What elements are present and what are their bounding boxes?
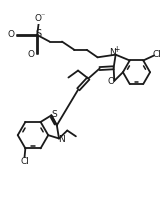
Text: O: O [107, 77, 114, 86]
Text: S: S [35, 29, 41, 39]
Text: Cl: Cl [20, 157, 29, 166]
Text: S: S [52, 110, 58, 119]
Text: Cl: Cl [153, 50, 162, 59]
Text: ⁻: ⁻ [40, 12, 45, 21]
Text: N: N [59, 135, 65, 144]
Text: O: O [8, 30, 15, 39]
Text: +: + [113, 45, 119, 54]
Text: N: N [109, 48, 116, 57]
Text: O: O [34, 14, 41, 23]
Text: O: O [28, 49, 35, 58]
